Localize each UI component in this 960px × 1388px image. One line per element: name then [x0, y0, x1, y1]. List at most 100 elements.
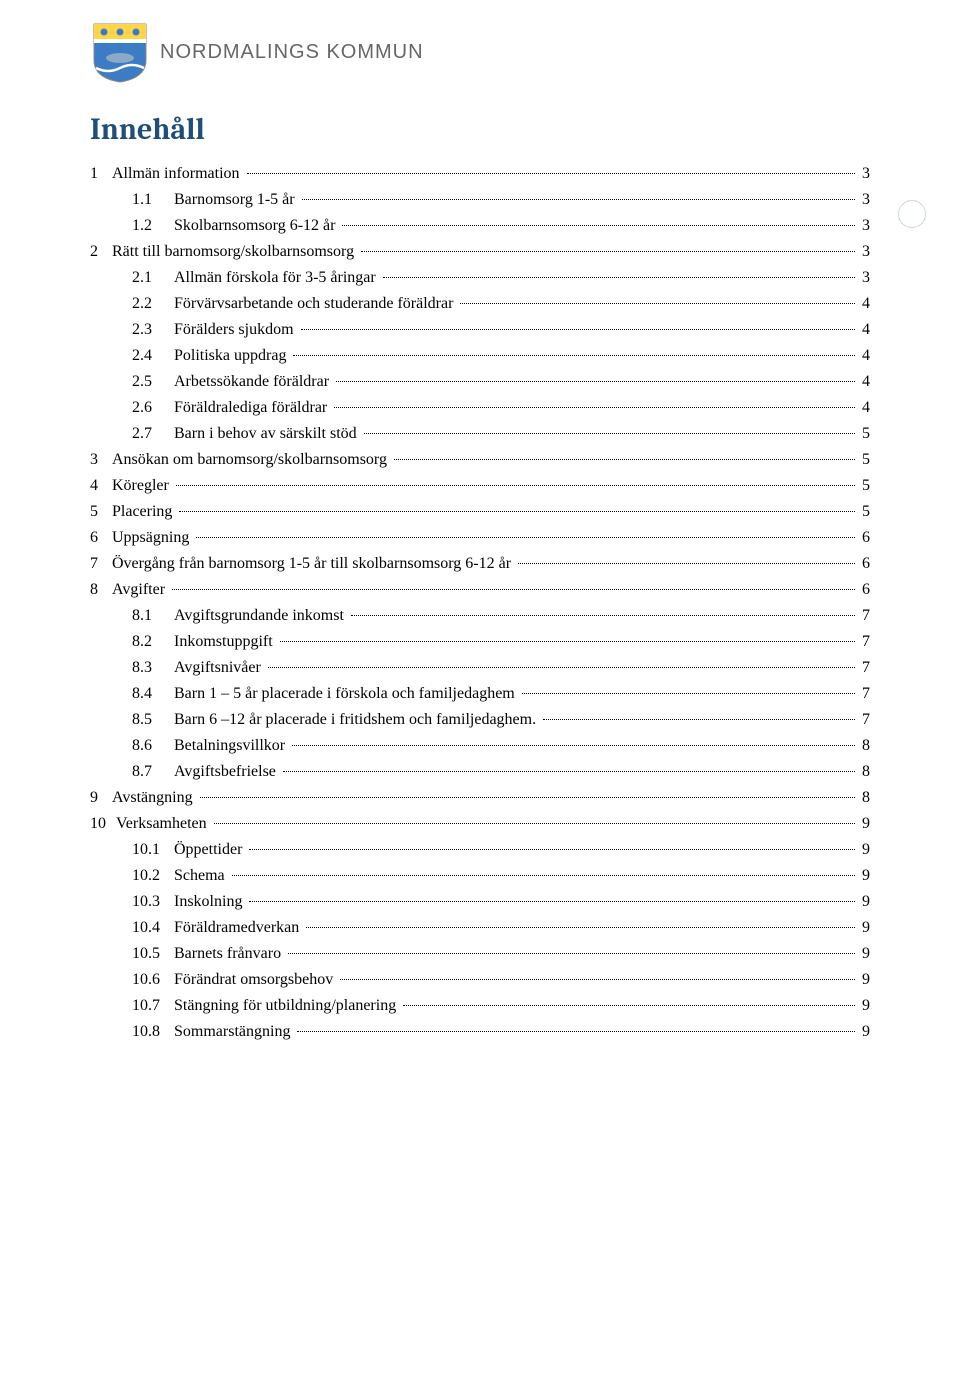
toc-entry[interactable]: 3Ansökan om barnomsorg/skolbarnsomsorg5 — [90, 447, 870, 473]
toc-entry-label: Stängning för utbildning/planering — [174, 997, 400, 1015]
toc-entry-page: 7 — [858, 607, 870, 625]
toc-entry[interactable]: 1.1Barnomsorg 1-5 år3 — [90, 187, 870, 213]
toc-entry[interactable]: 10.6Förändrat omsorgsbehov9 — [90, 967, 870, 993]
toc-entry[interactable]: 10.4Föräldramedverkan9 — [90, 915, 870, 941]
toc-entry-label: Förvärvsarbetande och studerande föräldr… — [174, 295, 457, 313]
toc-entry-page: 9 — [858, 919, 870, 937]
toc-entry[interactable]: 8.5Barn 6 –12 år placerade i fritidshem … — [90, 707, 870, 733]
toc-leader-dots — [383, 277, 855, 278]
toc-entry[interactable]: 2.2Förvärvsarbetande och studerande förä… — [90, 291, 870, 317]
toc-entry-number: 2.6 — [132, 399, 174, 417]
toc-entry[interactable]: 2.5Arbetssökande föräldrar4 — [90, 369, 870, 395]
toc-entry[interactable]: 8.4Barn 1 – 5 år placerade i förskola oc… — [90, 681, 870, 707]
toc-entry[interactable]: 1.2Skolbarnsomsorg 6-12 år3 — [90, 213, 870, 239]
toc-entry-label: Barn 6 –12 år placerade i fritidshem och… — [174, 711, 540, 729]
toc-entry-page: 9 — [858, 841, 870, 859]
toc-entry-number: 10.6 — [132, 971, 174, 989]
toc-entry-page: 9 — [858, 945, 870, 963]
toc-entry-label: Föräldralediga föräldrar — [174, 399, 331, 417]
toc-entry[interactable]: 2.1Allmän förskola för 3-5 åringar3 — [90, 265, 870, 291]
toc-leader-dots — [232, 875, 855, 876]
toc-entry-number: 7 — [90, 555, 112, 573]
toc-entry-number: 2.2 — [132, 295, 174, 313]
toc-entry-page: 3 — [858, 243, 870, 261]
toc-entry[interactable]: 8.6Betalningsvillkor8 — [90, 733, 870, 759]
toc-entry-label: Föräldramedverkan — [174, 919, 303, 937]
toc-entry-label: Arbetssökande föräldrar — [174, 373, 333, 391]
toc-entry[interactable]: 2.4Politiska uppdrag4 — [90, 343, 870, 369]
toc-entry[interactable]: 2.3Förälders sjukdom4 — [90, 317, 870, 343]
toc-entry-label: Öppettider — [174, 841, 246, 859]
toc-leader-dots — [301, 329, 855, 330]
toc-entry[interactable]: 10.2Schema9 — [90, 863, 870, 889]
toc-leader-dots — [336, 381, 855, 382]
toc-entry[interactable]: 7Övergång från barnomsorg 1-5 år till sk… — [90, 551, 870, 577]
toc-entry[interactable]: 8.2Inkomstuppgift7 — [90, 629, 870, 655]
toc-entry-label: Allmän förskola för 3-5 åringar — [174, 269, 380, 287]
toc-entry-label: Förälders sjukdom — [174, 321, 298, 339]
toc-entry-label: Inkomstuppgift — [174, 633, 277, 651]
toc-entry[interactable]: 8.3Avgiftsnivåer7 — [90, 655, 870, 681]
toc-entry[interactable]: 2.6Föräldralediga föräldrar4 — [90, 395, 870, 421]
toc-entry[interactable]: 8.7Avgiftsbefrielse8 — [90, 759, 870, 785]
toc-entry[interactable]: 2.7Barn i behov av särskilt stöd5 — [90, 421, 870, 447]
toc-entry-number: 10.8 — [132, 1023, 174, 1041]
toc-entry-label: Betalningsvillkor — [174, 737, 289, 755]
toc-entry-label: Barnets frånvaro — [174, 945, 285, 963]
toc-entry[interactable]: 9Avstängning8 — [90, 785, 870, 811]
toc-leader-dots — [403, 1005, 855, 1006]
document-page: NORDMALINGS KOMMUN Innehåll 1Allmän info… — [0, 0, 960, 1388]
toc-entry[interactable]: 2Rätt till barnomsorg/skolbarnsomsorg3 — [90, 239, 870, 265]
toc-entry-page: 6 — [858, 529, 870, 547]
toc-entry-number: 8.6 — [132, 737, 174, 755]
decorative-circle-icon — [898, 200, 926, 228]
toc-entry[interactable]: 10Verksamheten9 — [90, 811, 870, 837]
toc-entry-label: Avgifter — [112, 581, 169, 599]
toc-entry[interactable]: 10.7Stängning för utbildning/planering9 — [90, 993, 870, 1019]
toc-entry-number: 2.1 — [132, 269, 174, 287]
toc-entry-number: 9 — [90, 789, 112, 807]
toc-leader-dots — [302, 199, 855, 200]
toc-entry-number: 8.1 — [132, 607, 174, 625]
toc-entry[interactable]: 6Uppsägning6 — [90, 525, 870, 551]
toc-entry[interactable]: 8Avgifter6 — [90, 577, 870, 603]
toc-leader-dots — [247, 173, 855, 174]
toc-entry-number: 8.2 — [132, 633, 174, 651]
toc-entry-page: 5 — [858, 503, 870, 521]
org-name: NORDMALINGS KOMMUN — [160, 41, 424, 64]
toc-entry-number: 2.7 — [132, 425, 174, 443]
page-header: NORDMALINGS KOMMUN — [90, 20, 870, 84]
toc-entry-number: 2.5 — [132, 373, 174, 391]
toc-entry-number: 10.7 — [132, 997, 174, 1015]
toc-entry-label: Ansökan om barnomsorg/skolbarnsomsorg — [112, 451, 391, 469]
toc-entry-number: 1.1 — [132, 191, 174, 209]
toc-entry-number: 2.4 — [132, 347, 174, 365]
toc-entry-page: 7 — [858, 685, 870, 703]
toc-entry[interactable]: 10.8Sommarstängning9 — [90, 1019, 870, 1045]
toc-entry-label: Avstängning — [112, 789, 197, 807]
toc-leader-dots — [460, 303, 855, 304]
toc-entry[interactable]: 4Köregler5 — [90, 473, 870, 499]
toc-entry-page: 9 — [858, 867, 870, 885]
toc-entry-number: 5 — [90, 503, 112, 521]
toc-entry-page: 7 — [858, 711, 870, 729]
toc-entry[interactable]: 5Placering5 — [90, 499, 870, 525]
municipality-logo-icon — [90, 20, 150, 84]
toc-entry[interactable]: 10.5Barnets frånvaro9 — [90, 941, 870, 967]
toc-entry[interactable]: 10.1Öppettider9 — [90, 837, 870, 863]
toc-leader-dots — [543, 719, 855, 720]
toc-list: 1Allmän information31.1Barnomsorg 1-5 år… — [90, 161, 870, 1045]
toc-entry-number: 10.2 — [132, 867, 174, 885]
toc-entry[interactable]: 10.3Inskolning9 — [90, 889, 870, 915]
toc-entry-page: 6 — [858, 581, 870, 599]
toc-leader-dots — [280, 641, 855, 642]
toc-entry[interactable]: 8.1Avgiftsgrundande inkomst7 — [90, 603, 870, 629]
toc-entry-number: 2 — [90, 243, 112, 261]
toc-entry-label: Allmän information — [112, 165, 244, 183]
toc-leader-dots — [283, 771, 855, 772]
toc-entry-label: Barn 1 – 5 år placerade i förskola och f… — [174, 685, 519, 703]
toc-entry-label: Avgiftsbefrielse — [174, 763, 280, 781]
toc-entry-number: 6 — [90, 529, 112, 547]
toc-entry-label: Barnomsorg 1-5 år — [174, 191, 299, 209]
toc-entry[interactable]: 1Allmän information3 — [90, 161, 870, 187]
